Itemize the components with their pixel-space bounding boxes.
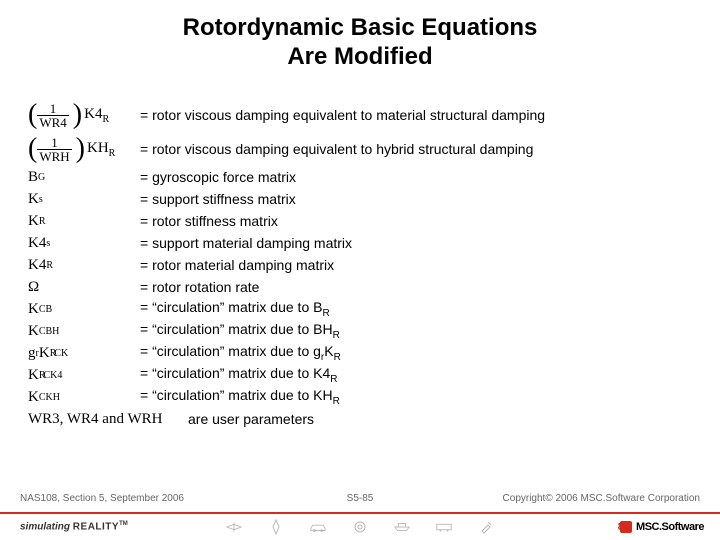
symbol: KR [28, 213, 140, 230]
title-line-2: Are Modified [0, 43, 720, 72]
definition-row: KCB= “circulation” matrix due to BR [28, 298, 700, 320]
definition-text: = rotor stiffness matrix [140, 213, 278, 229]
symbol: (1WR4)K4R [28, 101, 140, 129]
msc-logo: MSC.Software [620, 521, 704, 533]
car-icon [309, 520, 327, 534]
definition-text: = rotor material damping matrix [140, 257, 334, 273]
msc-square-icon [620, 521, 632, 533]
definition-text: = gyroscopic force matrix [140, 169, 296, 185]
footer-mid: S5-85 [347, 493, 374, 504]
definition-text: = support material damping matrix [140, 235, 352, 251]
footer-left: NAS108, Section 5, September 2006 [20, 493, 184, 504]
definition-text: are user parameters [188, 411, 314, 427]
definition-row: (1WRH)KHR= rotor viscous damping equival… [28, 132, 700, 166]
symbol: Ω [28, 279, 140, 296]
symbol: Ks [28, 191, 140, 208]
tool-icon [477, 520, 495, 534]
definition-row: K4R= rotor material damping matrix [28, 254, 700, 276]
definition-text: = “circulation” matrix due to KHR [140, 387, 340, 407]
ship-icon [393, 520, 411, 534]
icon-strip [225, 520, 495, 534]
definition-row: KCBH= “circulation” matrix due to BHR [28, 320, 700, 342]
symbol: KRCK4 [28, 367, 140, 384]
rocket-icon [267, 520, 285, 534]
definition-row: Ω= rotor rotation rate [28, 276, 700, 298]
definition-row: Ks= support stiffness matrix [28, 188, 700, 210]
brand-tagline: simulating REALITYTM [20, 521, 128, 532]
title-line-1: Rotordynamic Basic Equations [0, 14, 720, 43]
definition-row: grKRCK= “circulation” matrix due to grKR [28, 342, 700, 364]
definition-text: = “circulation” matrix due to grKR [140, 343, 341, 363]
symbol: grKRCK [28, 345, 140, 362]
slide-title: Rotordynamic Basic Equations Are Modifie… [0, 0, 720, 72]
footer-right: Copyright© 2006 MSC.Software Corporation [503, 493, 700, 504]
symbol: BG [28, 169, 140, 186]
symbol: KCBH [28, 323, 140, 340]
symbol: KCKH [28, 389, 140, 406]
definition-text: = rotor viscous damping equivalent to hy… [140, 141, 533, 157]
definition-text: = rotor viscous damping equivalent to ma… [140, 107, 545, 123]
definition-row: KRCK4= “circulation” matrix due to K4R [28, 364, 700, 386]
definition-row: WR3, WR4 and WRHare user parameters [28, 408, 700, 430]
definition-row: KCKH= “circulation” matrix due to KHR [28, 386, 700, 408]
symbol: K4R [28, 257, 140, 274]
symbol: WR3, WR4 and WRH [28, 411, 188, 428]
definition-text: = “circulation” matrix due to BR [140, 299, 330, 319]
symbol: (1WRH)KHR [28, 135, 140, 163]
definition-text: = rotor rotation rate [140, 279, 259, 295]
symbol: K4s [28, 235, 140, 252]
brand-real: REALITY [73, 522, 119, 533]
definition-text: = “circulation” matrix due to K4R [140, 365, 337, 385]
definition-text: = “circulation” matrix due to BHR [140, 321, 340, 341]
definition-text: = support stiffness matrix [140, 191, 296, 207]
bottom-bar: simulating REALITYTM [0, 512, 720, 540]
brand-tm: TM [119, 521, 128, 527]
footer-meta: NAS108, Section 5, September 2006 S5-85 … [0, 493, 720, 504]
msc-text: MSC.Software [636, 521, 704, 533]
definition-row: KR= rotor stiffness matrix [28, 210, 700, 232]
symbol: KCB [28, 301, 140, 318]
target-icon [351, 520, 369, 534]
definition-row: BG= gyroscopic force matrix [28, 166, 700, 188]
plane-icon [225, 520, 243, 534]
definition-row: (1WR4)K4R= rotor viscous damping equival… [28, 98, 700, 132]
brand-sim: simulating [20, 522, 70, 533]
train-icon [435, 520, 453, 534]
definition-list: (1WR4)K4R= rotor viscous damping equival… [28, 98, 700, 430]
definition-row: K4s= support material damping matrix [28, 232, 700, 254]
slide: Rotordynamic Basic Equations Are Modifie… [0, 0, 720, 540]
